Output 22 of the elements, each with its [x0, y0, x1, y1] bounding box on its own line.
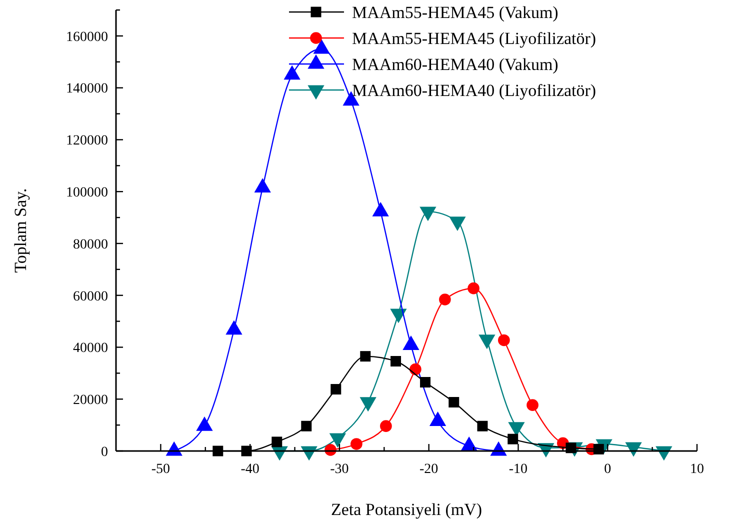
- x-axis-title: Zeta Potansiyeli (mV): [330, 500, 482, 519]
- legend-label: MAAm60-HEMA40 (Vakum): [352, 54, 558, 74]
- y-tick-label: 100000: [66, 185, 108, 200]
- legend-label: MAAm55-HEMA45 (Vakum): [352, 2, 558, 22]
- y-tick-label: 40000: [73, 341, 108, 356]
- x-tick-label: -40: [240, 462, 260, 477]
- y-axis-title: Toplam Say.: [11, 188, 30, 273]
- x-tick-label: -10: [508, 462, 528, 477]
- y-tick-label: 80000: [73, 237, 108, 252]
- legend-label: MAAm55-HEMA45 (Liyofilizatör): [352, 28, 596, 48]
- y-tick-label: 20000: [73, 393, 108, 408]
- y-tick-label: 0: [101, 444, 108, 460]
- x-tick-label: 0: [604, 462, 612, 477]
- y-tick-label: 160000: [66, 30, 108, 45]
- legend-label: MAAm60-HEMA40 (Liyofilizatör): [352, 80, 596, 100]
- x-tick-label: -20: [420, 462, 438, 477]
- y-tick-label: 120000: [66, 134, 108, 149]
- x-tick-label: -30: [330, 462, 349, 477]
- y-tick-label: 60000: [73, 289, 108, 304]
- x-tick-label: 10: [690, 462, 704, 477]
- x-tick-label: -50: [151, 462, 170, 477]
- y-tick-label: 140000: [66, 82, 108, 97]
